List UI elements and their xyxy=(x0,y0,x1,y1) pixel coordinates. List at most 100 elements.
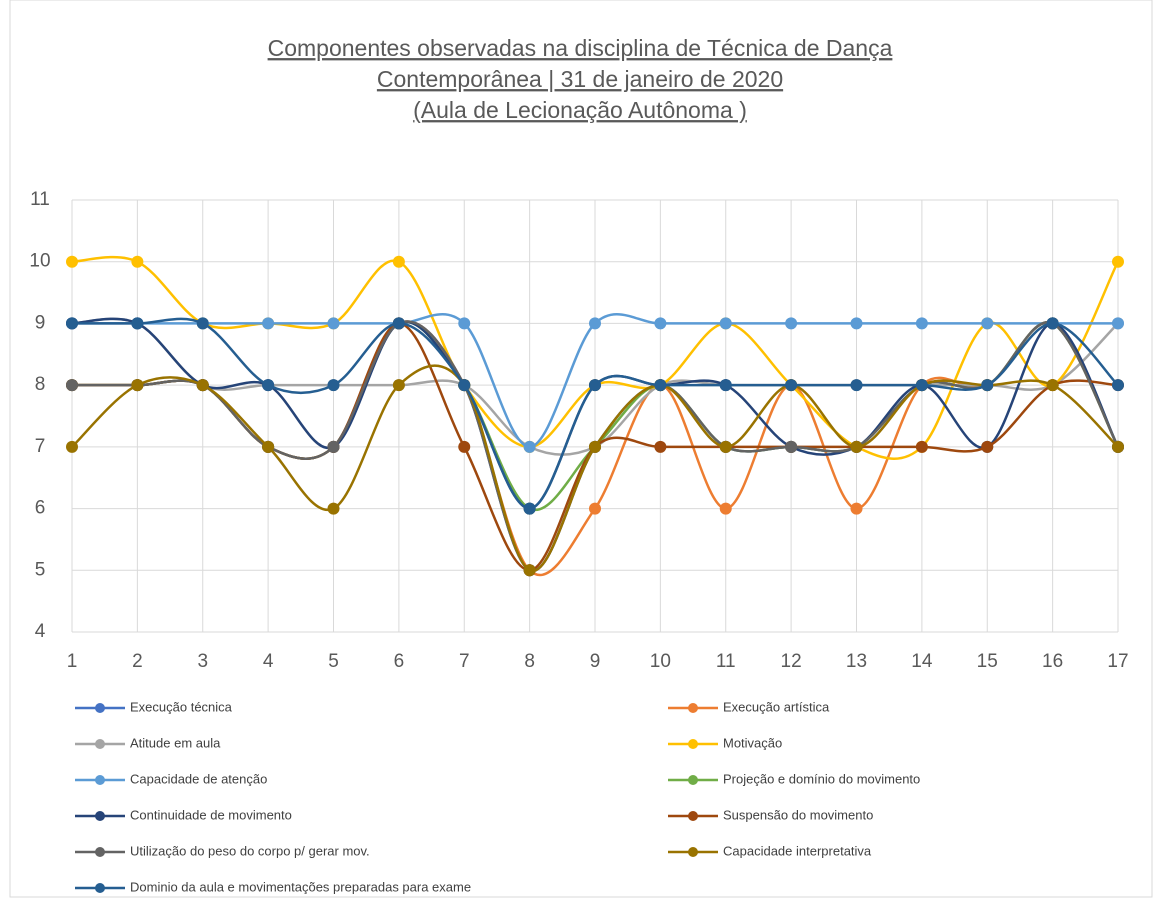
x-tick-label: 7 xyxy=(459,651,470,672)
x-tick-label: 2 xyxy=(132,651,143,672)
x-tick-label: 13 xyxy=(846,651,867,672)
point xyxy=(785,317,798,330)
point xyxy=(262,379,275,392)
legend-marker xyxy=(688,811,698,821)
point xyxy=(785,440,798,453)
x-tick-label: 9 xyxy=(590,651,601,672)
point xyxy=(589,440,601,453)
legend-label: Continuidade de movimento xyxy=(130,807,292,822)
point xyxy=(654,379,667,392)
point xyxy=(523,440,536,453)
legend-marker xyxy=(95,847,105,857)
point xyxy=(262,317,275,330)
point xyxy=(66,255,78,268)
chart-title: Contemporânea | 31 de janeiro de 2020 xyxy=(377,66,783,92)
point xyxy=(327,317,340,330)
point xyxy=(654,317,667,330)
y-tick-label: 8 xyxy=(35,374,46,395)
series-line xyxy=(72,317,1119,510)
series-line xyxy=(72,313,1118,449)
point xyxy=(850,502,863,515)
point xyxy=(131,379,144,392)
x-tick-label: 12 xyxy=(781,651,802,672)
x-tick-label: 4 xyxy=(263,651,274,672)
point xyxy=(981,379,994,392)
point xyxy=(131,317,144,330)
legend-marker xyxy=(688,703,698,713)
point xyxy=(719,317,732,330)
point xyxy=(719,502,732,515)
point xyxy=(1112,255,1124,268)
point xyxy=(458,379,471,392)
legend-marker xyxy=(95,739,105,749)
point xyxy=(327,502,340,515)
point xyxy=(523,564,536,577)
point xyxy=(327,379,340,392)
legend-marker xyxy=(95,775,105,785)
x-tick-label: 17 xyxy=(1107,651,1128,672)
legend-marker xyxy=(688,775,698,785)
y-tick-label: 11 xyxy=(30,189,50,210)
point xyxy=(1046,379,1059,392)
point xyxy=(392,255,405,268)
legend-label: Projeção e domínio do movimento xyxy=(723,771,920,786)
point xyxy=(327,440,340,453)
x-tick-label: 10 xyxy=(650,651,671,672)
y-tick-label: 10 xyxy=(29,251,50,272)
chart-title: (Aula de Lecionação Autônoma ) xyxy=(413,97,747,123)
x-tick-label: 15 xyxy=(977,651,998,672)
legend-label: Execução artística xyxy=(723,699,830,714)
point xyxy=(589,379,601,392)
point xyxy=(458,317,471,330)
point xyxy=(392,317,405,330)
y-tick-label: 6 xyxy=(35,498,46,519)
x-tick-label: 8 xyxy=(524,651,535,672)
point xyxy=(915,317,928,330)
legend-label: Utilização do peso do corpo p/ gerar mov… xyxy=(130,843,370,858)
point xyxy=(1112,379,1124,392)
legend-label: Suspensão do movimento xyxy=(723,807,873,822)
legend-label: Atitude em aula xyxy=(130,735,221,750)
point xyxy=(523,502,536,515)
legend-marker xyxy=(688,739,698,749)
point xyxy=(850,317,863,330)
y-tick-label: 7 xyxy=(35,436,46,457)
point xyxy=(981,440,994,453)
legend-label: Motivação xyxy=(723,735,782,750)
point xyxy=(719,440,732,453)
legend-marker xyxy=(95,703,105,713)
point xyxy=(915,440,928,453)
legend-label: Capacidade interpretativa xyxy=(723,843,872,858)
chart-title: Componentes observadas na disciplina de … xyxy=(268,35,893,61)
legend-marker xyxy=(95,883,105,893)
x-tick-label: 11 xyxy=(716,651,736,672)
point xyxy=(589,317,601,330)
point xyxy=(719,379,732,392)
point xyxy=(654,440,667,453)
point xyxy=(850,379,863,392)
point xyxy=(392,379,405,392)
point xyxy=(1112,440,1124,453)
point xyxy=(66,317,78,330)
x-tick-label: 1 xyxy=(67,651,78,672)
x-tick-label: 16 xyxy=(1042,651,1063,672)
point xyxy=(458,440,471,453)
x-tick-label: 5 xyxy=(328,651,339,672)
point xyxy=(196,379,209,392)
chart-frame xyxy=(9,0,1153,898)
point xyxy=(262,440,275,453)
y-tick-label: 9 xyxy=(35,312,46,333)
point xyxy=(196,317,209,330)
point xyxy=(1046,317,1059,330)
legend-label: Dominio da aula e movimentações preparad… xyxy=(130,879,471,894)
point xyxy=(785,379,798,392)
x-tick-label: 3 xyxy=(197,651,208,672)
legend-marker xyxy=(95,811,105,821)
point xyxy=(915,379,928,392)
legend-label: Execução técnica xyxy=(130,699,233,714)
legend-label: Capacidade de atenção xyxy=(130,771,267,786)
x-tick-label: 6 xyxy=(394,651,405,672)
point xyxy=(589,502,601,515)
